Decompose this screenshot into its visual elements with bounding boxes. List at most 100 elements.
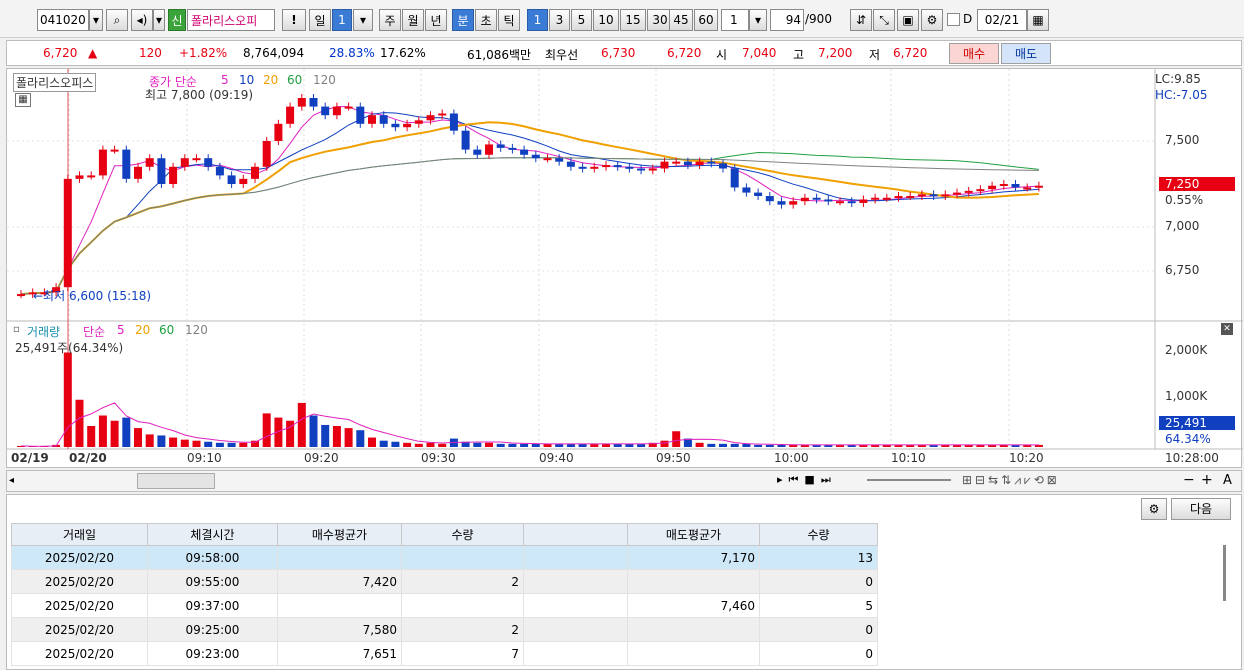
candle-body bbox=[180, 158, 189, 167]
volume-bar bbox=[379, 440, 388, 447]
interval-dropdown-icon[interactable]: ▾ bbox=[749, 9, 767, 31]
playback-controls-icon[interactable]: ▸⏮■⏭ bbox=[777, 473, 837, 486]
candle-body bbox=[75, 175, 84, 179]
interval-3[interactable]: 3 bbox=[549, 9, 570, 31]
zoom-slider[interactable] bbox=[867, 479, 951, 481]
interval-45[interactable]: 45 bbox=[669, 9, 693, 31]
sound-dropdown-icon[interactable]: ▾ bbox=[153, 9, 165, 31]
scroll-left-icon[interactable]: ◂ bbox=[9, 475, 15, 486]
settings-gear-icon[interactable]: ⚙ bbox=[921, 9, 943, 31]
volume-bar bbox=[871, 444, 880, 447]
candle-body bbox=[754, 192, 763, 197]
open-label: 시 bbox=[716, 48, 728, 62]
save-icon[interactable]: ▣ bbox=[897, 9, 919, 31]
candle-body bbox=[414, 120, 423, 124]
candle-body bbox=[906, 196, 915, 199]
count-input[interactable]: 94 bbox=[770, 9, 804, 31]
volume-pane-icon[interactable]: ▫ bbox=[13, 324, 20, 335]
period-dropdown-icon[interactable]: ▾ bbox=[353, 9, 373, 31]
volume-bar bbox=[894, 444, 903, 447]
col-buy-avg[interactable]: 매수평균가 bbox=[277, 523, 402, 546]
stock-code-input[interactable]: 041020 bbox=[37, 9, 89, 31]
table-view-icon[interactable]: ▦ bbox=[15, 93, 31, 107]
auto-scale-icon[interactable]: A bbox=[1223, 473, 1232, 488]
interval-1[interactable]: 1 bbox=[527, 9, 548, 31]
candle-body bbox=[625, 166, 634, 169]
interval-5[interactable]: 5 bbox=[571, 9, 592, 31]
current-volume-marker: 25,491 bbox=[1159, 416, 1235, 430]
candle-body bbox=[999, 184, 1008, 186]
period-minute[interactable]: 분 bbox=[452, 9, 474, 31]
col-exec-time[interactable]: 체결시간 bbox=[147, 523, 278, 546]
ma-10: 10 bbox=[239, 73, 255, 87]
table-cell: 09:23:00 bbox=[147, 641, 278, 666]
col-trade-date[interactable]: 거래일 bbox=[11, 523, 148, 546]
volume-bar bbox=[87, 426, 96, 447]
chart-panel: 폴라리스오피스 종가 단순 5 10 20 60 120 ▦ 최고 7,800 … bbox=[6, 68, 1243, 469]
interval-value-input[interactable]: 1 bbox=[721, 9, 749, 31]
interval-60[interactable]: 60 bbox=[694, 9, 718, 31]
moving-average-line bbox=[20, 112, 1039, 295]
candle-body bbox=[98, 149, 107, 176]
col-buy-qty[interactable]: 수량 bbox=[401, 523, 524, 546]
sell-button[interactable]: 매도 bbox=[1001, 43, 1051, 64]
date-input[interactable]: 02/21 bbox=[977, 9, 1027, 31]
next-button[interactable]: 다음 bbox=[1171, 498, 1231, 520]
volume-bar bbox=[824, 444, 833, 447]
date-checkbox[interactable] bbox=[947, 13, 960, 26]
volume-bar bbox=[625, 443, 634, 447]
calendar-icon[interactable]: ▦ bbox=[1027, 9, 1049, 31]
chart-tools-icon[interactable]: ⊞⊟⇆⇅⩘⩗⟲⊠ bbox=[962, 473, 1060, 487]
candle-body bbox=[297, 98, 306, 107]
scroll-thumb[interactable] bbox=[137, 473, 215, 489]
volume-bar bbox=[520, 443, 529, 447]
candle-body bbox=[742, 187, 751, 193]
col-sell-qty[interactable]: 수량 bbox=[759, 523, 878, 546]
table-row[interactable]: 2025/02/20 09:25:00 7,580 2 0 bbox=[11, 617, 878, 642]
table-row[interactable]: 2025/02/20 09:58:00 7,170 13 bbox=[11, 545, 878, 570]
zoom-in-icon[interactable]: + bbox=[1201, 472, 1213, 488]
candlestick-chart[interactable] bbox=[7, 69, 1243, 469]
volume-bar bbox=[683, 438, 692, 447]
table-row[interactable]: 2025/02/20 09:23:00 7,651 7 0 bbox=[11, 641, 878, 666]
time-tick-cursor: 10:28:00 bbox=[1165, 451, 1219, 465]
period-year[interactable]: 년 bbox=[425, 9, 447, 31]
period-second[interactable]: 초 bbox=[475, 9, 497, 31]
chart-scrollbar[interactable]: ◂ ▸⏮■⏭ ⊞⊟⇆⇅⩘⩗⟲⊠ − + A bbox=[6, 470, 1242, 492]
period-month[interactable]: 월 bbox=[402, 9, 424, 31]
buy-button[interactable]: 매수 bbox=[949, 43, 999, 64]
stock-name[interactable]: 폴라리스오피 bbox=[187, 9, 275, 31]
stock-label[interactable]: 폴라리스오피스 bbox=[13, 73, 97, 92]
time-tick-1010: 10:10 bbox=[891, 451, 926, 465]
period-tick[interactable]: 틱 bbox=[498, 9, 520, 31]
interval-10[interactable]: 10 bbox=[593, 9, 619, 31]
candle-body bbox=[239, 178, 248, 184]
sound-icon[interactable]: ◂) bbox=[131, 9, 153, 31]
grid-settings-gear-icon[interactable]: ⚙ bbox=[1141, 498, 1167, 520]
code-dropdown-icon[interactable]: ▾ bbox=[89, 9, 103, 31]
search-icon[interactable]: ⌕ bbox=[106, 9, 128, 31]
price-tick-6750: 6,750 bbox=[1165, 263, 1200, 277]
volume-bar bbox=[508, 443, 517, 447]
draw-tool-icon[interactable]: ⤡ bbox=[873, 9, 895, 31]
period-day-value[interactable]: 1 bbox=[332, 9, 352, 31]
table-cell: 2025/02/20 bbox=[11, 593, 148, 618]
alert-button[interactable]: ! bbox=[282, 9, 306, 31]
interval-15[interactable]: 15 bbox=[620, 9, 646, 31]
zoom-out-icon[interactable]: − bbox=[1183, 472, 1195, 488]
indicator-icon[interactable]: ⇵ bbox=[850, 9, 872, 31]
table-cell: 0 bbox=[759, 617, 878, 642]
close-pane-icon[interactable]: ✕ bbox=[1221, 323, 1233, 335]
period-week[interactable]: 주 bbox=[379, 9, 401, 31]
open-price: 7,040 bbox=[742, 46, 777, 60]
table-row[interactable]: 2025/02/20 09:37:00 7,460 5 bbox=[11, 593, 878, 618]
candle-body bbox=[52, 287, 61, 293]
volume-bar bbox=[754, 444, 763, 447]
volume-bar bbox=[976, 444, 985, 447]
grid-scrollbar[interactable] bbox=[1223, 545, 1226, 601]
volume-bar bbox=[555, 443, 564, 447]
table-row[interactable]: 2025/02/20 09:55:00 7,420 2 0 bbox=[11, 569, 878, 594]
candle-body bbox=[262, 141, 271, 167]
col-sell-avg[interactable]: 매도평균가 bbox=[627, 523, 760, 546]
period-day-button[interactable]: 일 bbox=[309, 9, 331, 31]
